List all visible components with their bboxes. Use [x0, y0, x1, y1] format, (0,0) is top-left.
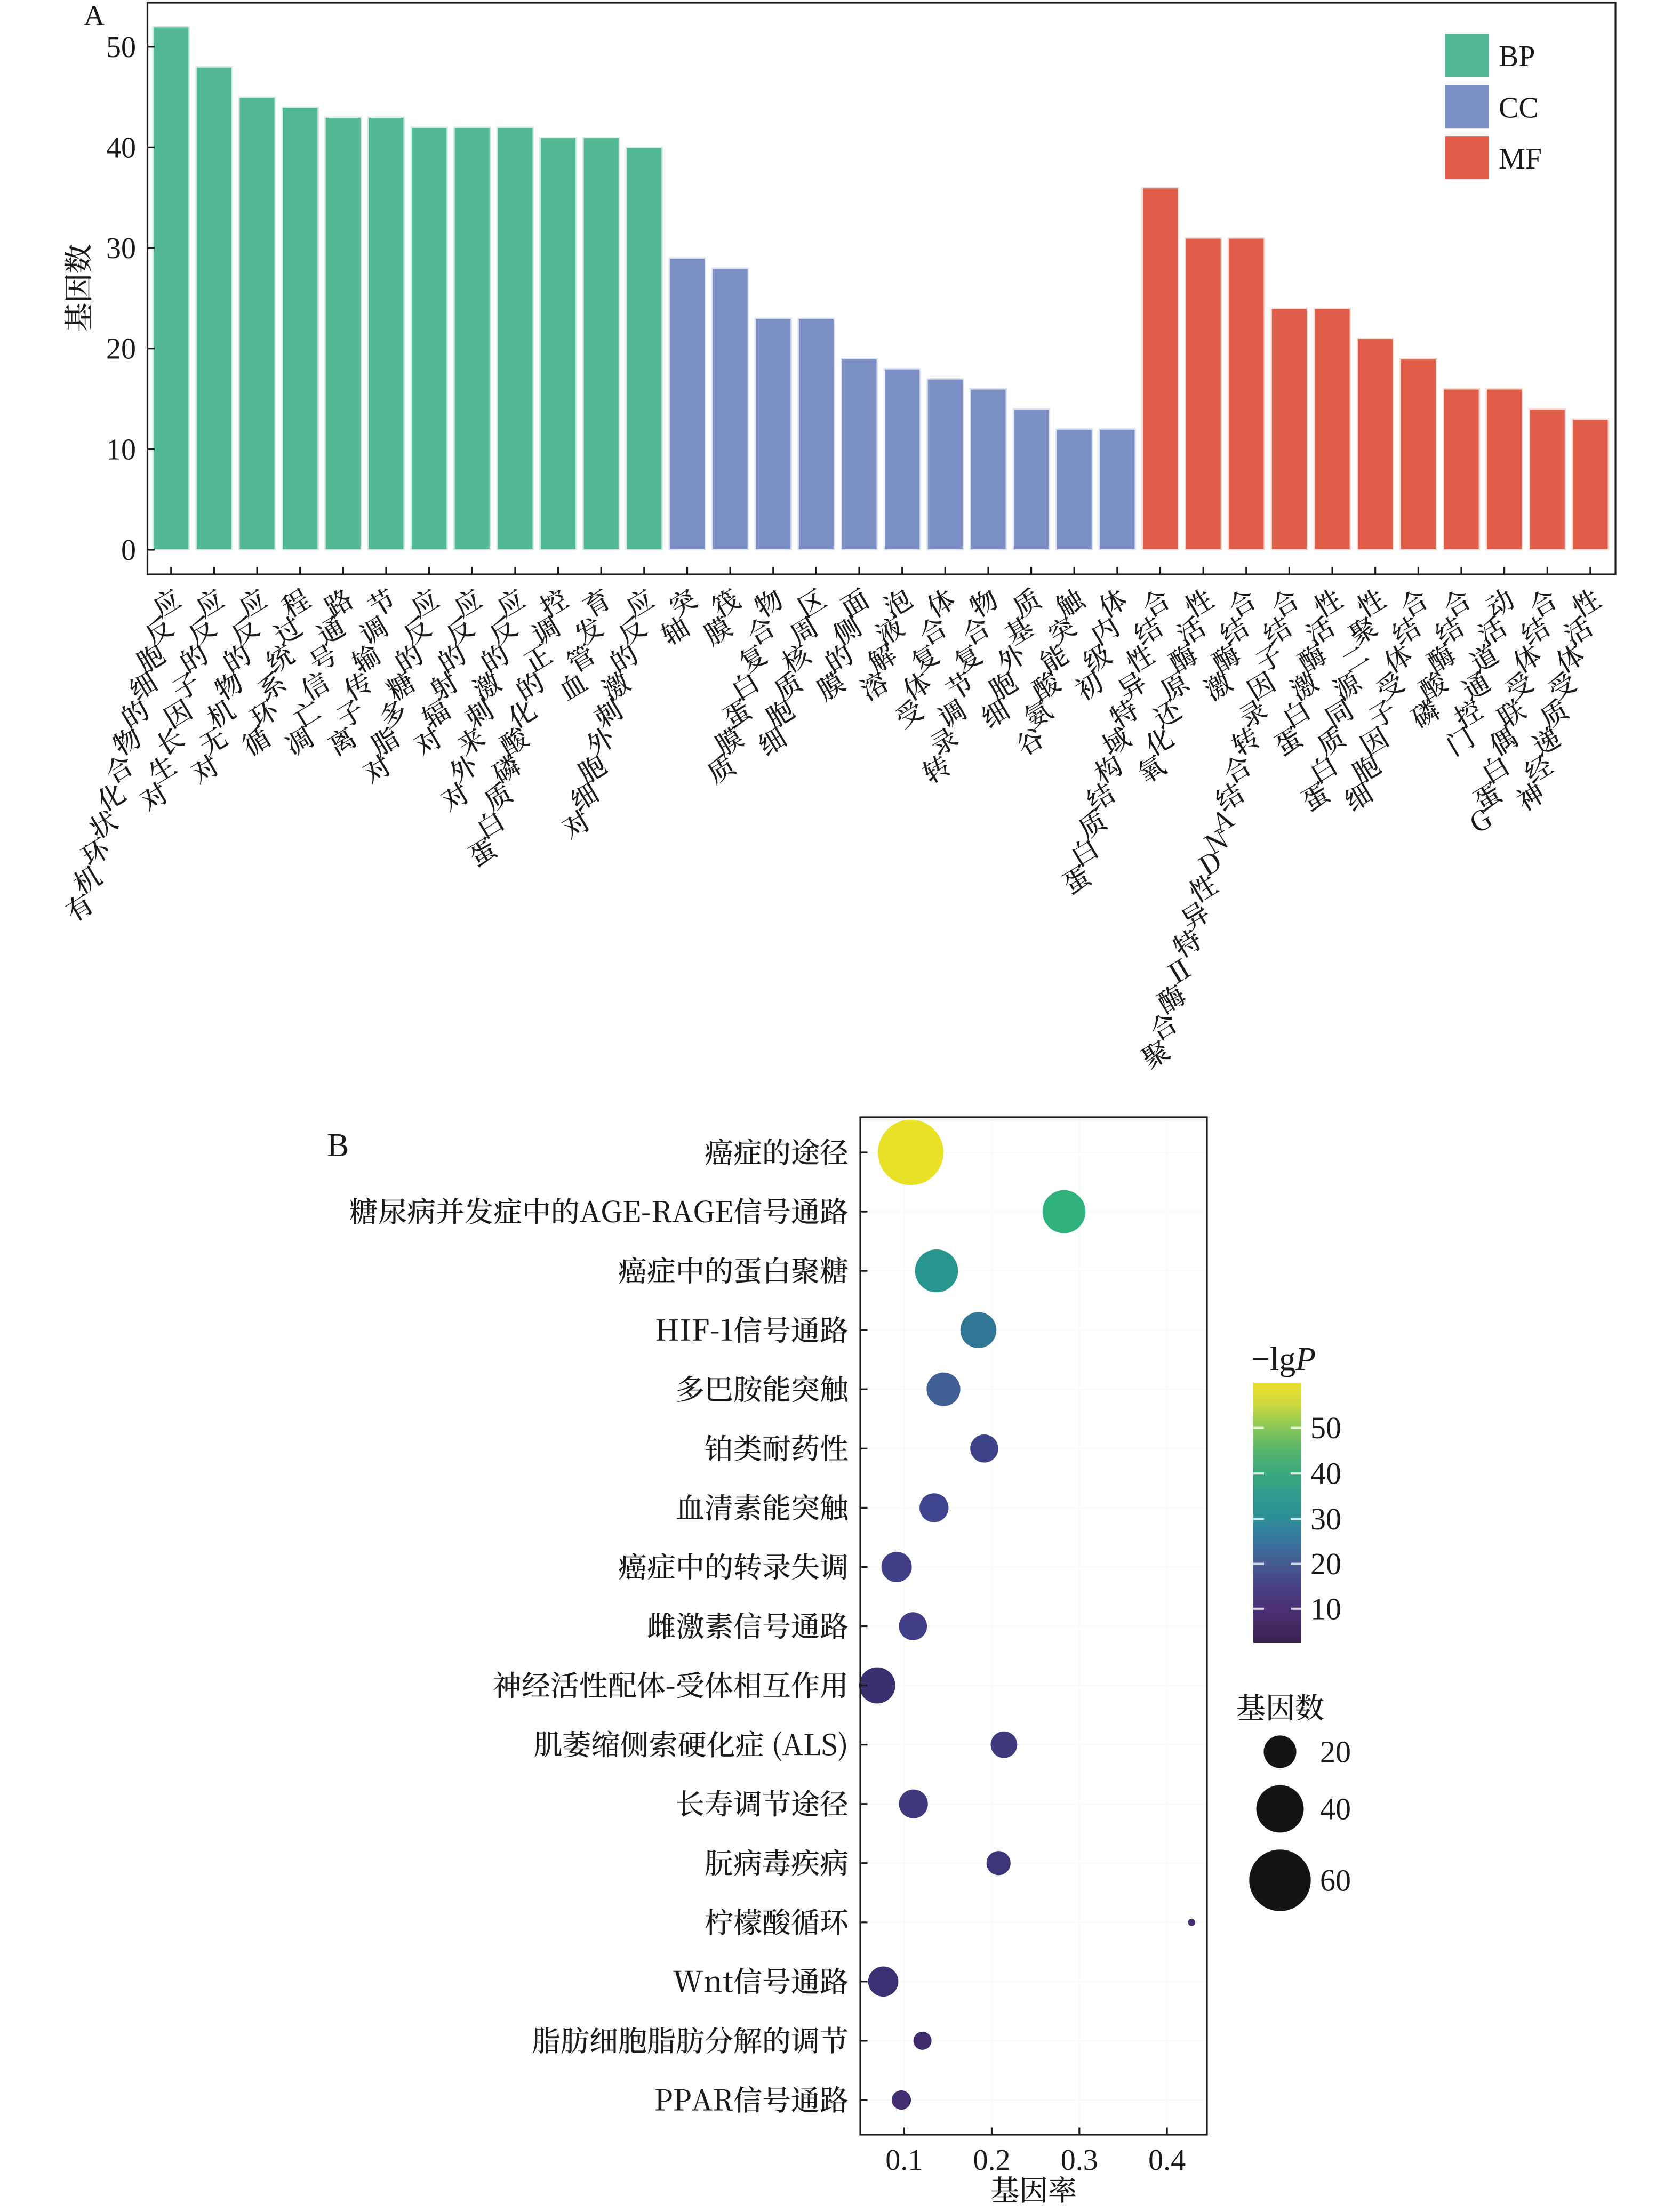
svg-text:40: 40	[1310, 1456, 1341, 1491]
svg-text:10: 10	[106, 433, 136, 466]
svg-text:A: A	[84, 0, 105, 31]
svg-text:MF: MF	[1499, 142, 1542, 175]
svg-text:20: 20	[106, 333, 136, 366]
svg-text:B: B	[327, 1127, 349, 1164]
svg-text:50: 50	[1310, 1410, 1341, 1445]
svg-text:20: 20	[1310, 1546, 1341, 1581]
svg-text:−lgP: −lgP	[1251, 1341, 1316, 1377]
svg-text:0.4: 0.4	[1148, 2144, 1186, 2177]
svg-text:50: 50	[106, 31, 136, 64]
svg-text:BP: BP	[1499, 40, 1535, 73]
svg-text:30: 30	[106, 232, 136, 265]
svg-text:CC: CC	[1499, 91, 1539, 124]
svg-text:40: 40	[106, 131, 136, 164]
svg-text:0.3: 0.3	[1061, 2144, 1098, 2177]
svg-text:60: 60	[1320, 1863, 1351, 1898]
svg-text:40: 40	[1320, 1792, 1351, 1826]
svg-text:10: 10	[1310, 1591, 1341, 1626]
svg-text:0.2: 0.2	[973, 2144, 1011, 2177]
svg-text:20: 20	[1320, 1735, 1351, 1769]
svg-text:0.1: 0.1	[885, 2144, 923, 2177]
svg-text:0: 0	[121, 534, 136, 567]
svg-text:30: 30	[1310, 1502, 1341, 1536]
